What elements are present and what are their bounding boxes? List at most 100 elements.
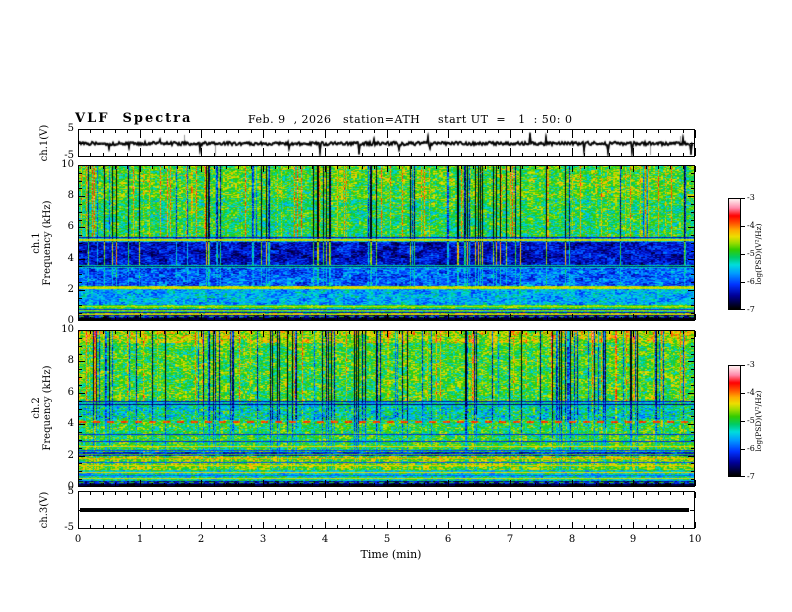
tick-mark (572, 522, 573, 528)
tick-mark (374, 492, 375, 495)
tick-mark (79, 204, 82, 205)
tick-mark (633, 314, 634, 320)
colorbar-2-tick-label: -3 (747, 360, 755, 369)
tick-mark (691, 313, 694, 314)
tick-mark (127, 166, 128, 169)
tick-mark (152, 331, 153, 334)
tick-mark (238, 166, 239, 169)
tick-mark (201, 130, 202, 138)
tick-mark (522, 166, 523, 169)
xaxis-tick-label: 6 (444, 534, 452, 545)
tick-mark (559, 166, 560, 169)
tick-mark (201, 148, 202, 156)
tick-mark (436, 331, 437, 334)
tick-mark (79, 251, 82, 252)
tick-mark (78, 314, 79, 320)
tick-mark (201, 492, 202, 498)
tick-mark (691, 338, 694, 339)
tick-mark (275, 331, 276, 334)
tick-mark (251, 317, 252, 320)
ch2-spectrogram-panel (78, 330, 695, 487)
tick-mark (152, 130, 153, 133)
tick-mark (609, 525, 610, 528)
tick-mark (596, 331, 597, 334)
tick-mark (79, 212, 82, 213)
tick-mark (263, 314, 264, 320)
tick-mark (559, 331, 560, 334)
tick-mark (691, 448, 694, 449)
tick-mark (448, 522, 449, 528)
tick-mark (621, 331, 622, 334)
tick-mark (275, 317, 276, 320)
tick-mark (362, 153, 363, 156)
tick-mark (189, 317, 190, 320)
tick-mark (436, 166, 437, 169)
colorbar-1-gradient (729, 199, 740, 309)
tick-mark (658, 525, 659, 528)
tick-mark (79, 409, 82, 410)
tick-mark (473, 166, 474, 169)
tick-mark (164, 331, 165, 334)
tick-mark (691, 188, 694, 189)
tick-mark (152, 492, 153, 495)
tick-mark (238, 525, 239, 528)
tick-mark (448, 148, 449, 156)
tick-mark (596, 525, 597, 528)
tick-mark (498, 166, 499, 169)
tick-mark (596, 492, 597, 495)
tick-mark (695, 480, 696, 486)
tick-mark (485, 130, 486, 133)
tick-mark (189, 153, 190, 156)
tick-mark (448, 492, 449, 498)
tick-mark (79, 290, 85, 291)
tick-mark (189, 331, 190, 334)
tick-mark (337, 317, 338, 320)
tick-mark (522, 492, 523, 495)
tick-mark (547, 166, 548, 169)
tick-mark (633, 166, 634, 172)
tick-mark (79, 393, 85, 394)
tick-mark (621, 166, 622, 169)
tick-mark (226, 153, 227, 156)
tick-mark (164, 166, 165, 169)
tick-mark (510, 522, 511, 528)
tick-mark (214, 130, 215, 133)
spec2-ytick-label: 8 (67, 355, 74, 366)
tick-mark (362, 483, 363, 486)
tick-mark (140, 148, 141, 156)
tick-mark (288, 525, 289, 528)
tick-mark (411, 317, 412, 320)
tick-mark (349, 166, 350, 169)
tick-mark (214, 331, 215, 334)
tick-mark (559, 483, 560, 486)
tick-mark (411, 166, 412, 169)
tick-mark (115, 130, 116, 133)
header-date: Feb. 9 , 2026 (248, 113, 332, 126)
tick-mark (688, 456, 694, 457)
spec1-ytick-label: 6 (67, 221, 74, 232)
tick-mark (238, 331, 239, 334)
tick-mark (78, 480, 79, 486)
tick-mark (79, 282, 82, 283)
tick-mark (79, 235, 82, 236)
tick-mark (691, 274, 694, 275)
tick-mark (485, 166, 486, 169)
tick-mark (90, 331, 91, 334)
tick-mark (103, 331, 104, 334)
tick-mark (688, 424, 694, 425)
tick-mark (688, 227, 694, 228)
tick-mark (559, 492, 560, 495)
tick-mark (695, 166, 696, 172)
tick-mark (691, 369, 694, 370)
tick-mark (683, 317, 684, 320)
tick-mark (448, 166, 449, 172)
tick-mark (547, 525, 548, 528)
tick-mark (251, 483, 252, 486)
tick-mark (609, 483, 610, 486)
tick-mark (448, 331, 449, 337)
tick-mark (473, 492, 474, 495)
tick-mark (411, 153, 412, 156)
tick-mark (79, 313, 82, 314)
tick-mark (325, 480, 326, 486)
tick-mark (79, 432, 82, 433)
